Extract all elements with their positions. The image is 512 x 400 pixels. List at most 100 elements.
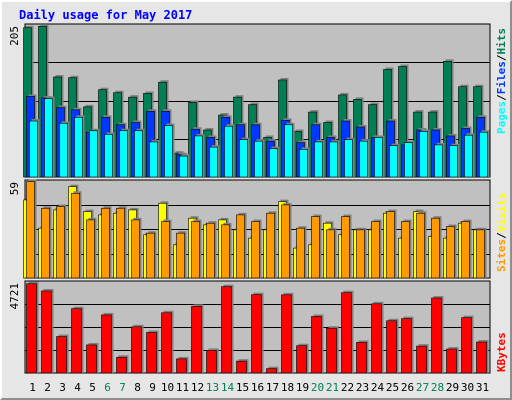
top-panel-ymax-label: 205 xyxy=(8,26,21,46)
sites-bar-day-17 xyxy=(266,212,275,279)
day-label-10: 10 xyxy=(161,381,174,394)
kbytes-bar-day-29 xyxy=(446,348,457,374)
pages-bar-day-12 xyxy=(194,135,203,178)
day-label-15: 15 xyxy=(236,381,249,394)
day-label-16: 16 xyxy=(251,381,264,394)
sites-bar-day-13 xyxy=(206,222,215,279)
pages-bar-day-22 xyxy=(344,139,353,178)
pages-bar-day-30 xyxy=(464,134,473,178)
pages-bar-day-31 xyxy=(479,131,488,178)
day-label-24: 24 xyxy=(371,381,385,394)
day-label-12: 12 xyxy=(191,381,204,394)
sites-bar-day-18 xyxy=(281,204,290,279)
pages-bar-day-18 xyxy=(284,124,293,178)
kbytes-bar-day-22 xyxy=(341,292,352,374)
kbytes-bar-day-5 xyxy=(86,344,97,374)
kbytes-bar-day-6 xyxy=(101,314,112,374)
kbytes-bar-day-12 xyxy=(191,306,202,374)
day-label-17: 17 xyxy=(266,381,279,394)
sites-bar-day-24 xyxy=(371,221,380,279)
day-label-18: 18 xyxy=(281,381,294,394)
sites-bar-day-6 xyxy=(101,207,110,279)
sites-bar-day-25 xyxy=(386,211,395,279)
middle-panel-ymax-label: 59 xyxy=(8,182,21,195)
sites-bar-day-23 xyxy=(356,229,365,279)
pages-bar-day-9 xyxy=(149,141,158,178)
day-label-20: 20 xyxy=(311,381,324,394)
pages-bar-day-1 xyxy=(29,120,38,178)
pages-bar-day-20 xyxy=(314,141,323,178)
sites-bar-day-12 xyxy=(191,221,200,279)
day-label-30: 30 xyxy=(461,381,474,394)
kbytes-bar-day-24 xyxy=(371,303,382,374)
kbytes-bar-day-15 xyxy=(236,360,247,374)
day-label-23: 23 xyxy=(356,381,369,394)
sites-bar-day-1 xyxy=(26,181,35,279)
pages-bar-day-29 xyxy=(449,145,458,178)
sites-bar-day-30 xyxy=(461,221,470,279)
day-label-27: 27 xyxy=(416,381,429,394)
day-label-29: 29 xyxy=(446,381,459,394)
sites-bar-day-22 xyxy=(341,216,350,279)
kbytes-bar-day-23 xyxy=(356,342,367,374)
kbytes-bar-day-30 xyxy=(461,317,472,374)
pages-bar-day-14 xyxy=(224,125,233,178)
pages-bar-day-26 xyxy=(404,142,413,178)
legend-separator: / xyxy=(495,94,508,101)
pages-bar-day-13 xyxy=(209,146,218,178)
pages-bar-day-4 xyxy=(74,116,83,178)
sites-bar-day-29 xyxy=(446,226,455,279)
legend-sites: Sites xyxy=(495,239,508,272)
kbytes-bar-day-19 xyxy=(296,345,307,374)
bottom-panel-ymax-label: 4721 xyxy=(8,283,21,310)
day-label-22: 22 xyxy=(341,381,354,394)
kbytes-bar-day-7 xyxy=(116,356,127,374)
pages-bar-day-2 xyxy=(44,98,53,178)
legend-visits: Visits xyxy=(495,193,508,233)
kbytes-bar-day-9 xyxy=(146,332,157,374)
pages-bar-day-28 xyxy=(434,144,443,178)
pages-bar-day-15 xyxy=(239,139,248,178)
sites-bar-day-16 xyxy=(251,221,260,279)
legend-pages: Pages xyxy=(495,101,508,134)
kbytes-bar-day-27 xyxy=(416,345,427,374)
legend-kbytes: KBytes xyxy=(495,332,508,372)
pages-bar-day-17 xyxy=(269,148,278,178)
kbytes-bar-day-13 xyxy=(206,350,217,374)
kbytes-bar-day-21 xyxy=(326,327,337,374)
legend-files: Files xyxy=(495,61,508,94)
kbytes-bar-day-31 xyxy=(476,341,487,374)
day-label-8: 8 xyxy=(134,381,141,394)
kbytes-bar-day-14 xyxy=(221,286,232,374)
sites-bar-day-7 xyxy=(116,207,125,279)
day-label-1: 1 xyxy=(29,381,36,394)
sites-bar-day-5 xyxy=(86,219,95,279)
sites-bar-day-26 xyxy=(401,221,410,279)
sites-bar-day-15 xyxy=(236,214,245,279)
kbytes-bar-day-28 xyxy=(431,297,442,374)
kbytes-bar-day-11 xyxy=(176,358,187,374)
sites-bar-day-14 xyxy=(221,224,230,279)
legend-bottom-panel: KBytes xyxy=(495,332,508,372)
pages-bar-day-7 xyxy=(119,130,128,178)
day-label-31: 31 xyxy=(476,381,489,394)
kbytes-bar-day-18 xyxy=(281,294,292,374)
pages-bar-day-11 xyxy=(179,155,188,178)
kbytes-bar-day-4 xyxy=(71,308,82,374)
day-label-6: 6 xyxy=(104,381,111,394)
day-label-5: 5 xyxy=(89,381,96,394)
legend-hits: Hits xyxy=(495,28,508,55)
day-label-19: 19 xyxy=(296,381,309,394)
sites-bar-day-10 xyxy=(161,221,170,279)
sites-bar-day-20 xyxy=(311,216,320,279)
sites-bar-day-28 xyxy=(431,217,440,279)
legend-separator: / xyxy=(495,232,508,239)
pages-bar-day-10 xyxy=(164,125,173,178)
pages-bar-day-6 xyxy=(104,134,113,178)
legend-separator: / xyxy=(495,54,508,61)
sites-bar-day-19 xyxy=(296,227,305,279)
pages-bar-day-27 xyxy=(419,131,428,178)
pages-bar-day-19 xyxy=(299,149,308,178)
pages-bar-day-23 xyxy=(359,140,368,178)
sites-bar-day-21 xyxy=(326,229,335,279)
